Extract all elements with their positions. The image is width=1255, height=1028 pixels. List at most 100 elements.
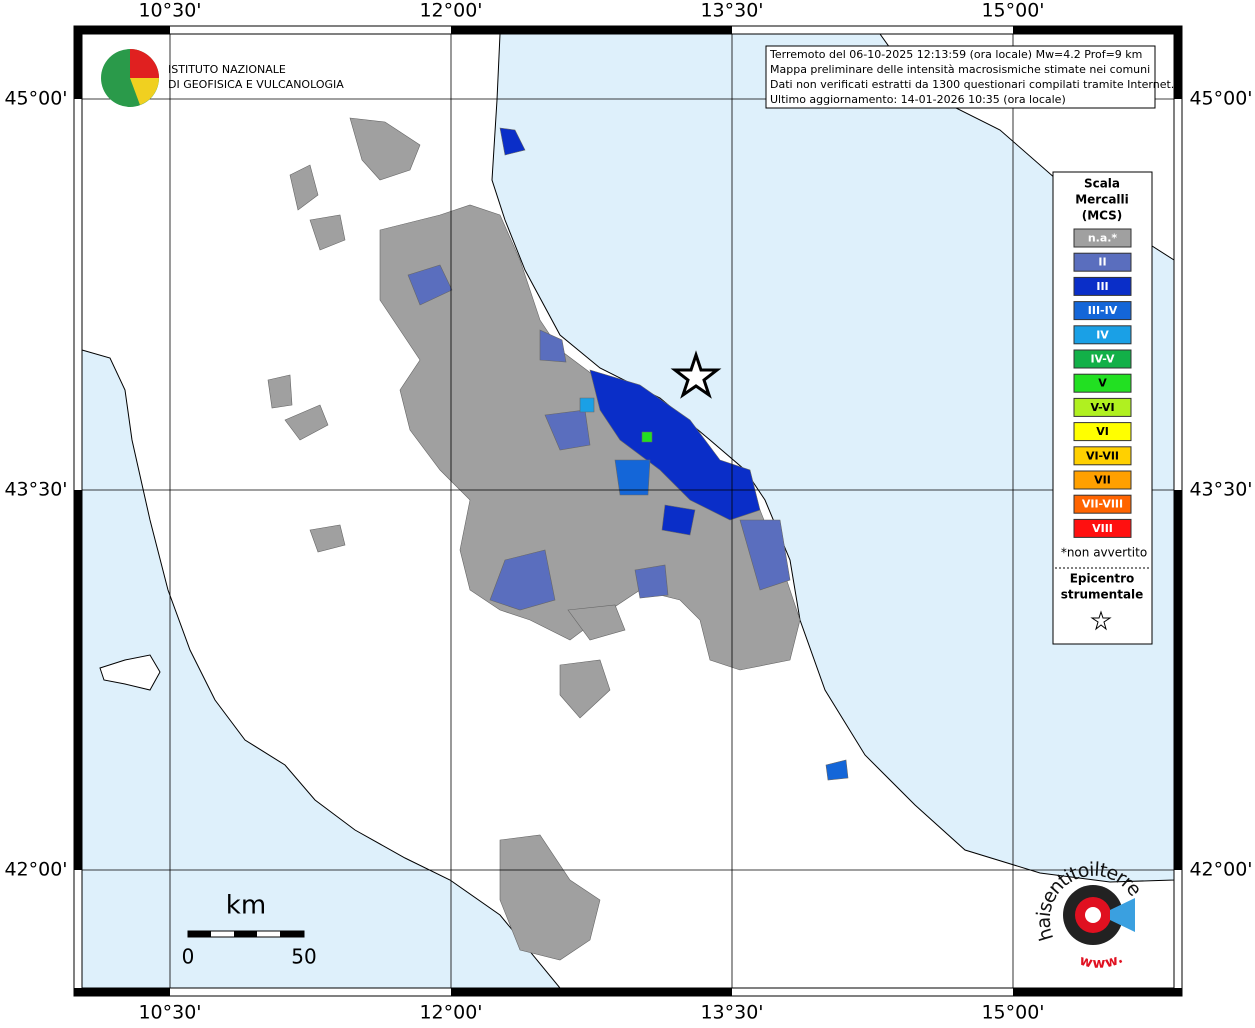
municipality	[499, 127, 526, 156]
legend-swatch	[1073, 446, 1132, 466]
frame-segment	[74, 490, 82, 870]
frame-segment	[74, 988, 170, 996]
legend-label: VII	[1094, 474, 1111, 487]
legend-label: IV-V	[1090, 353, 1115, 366]
frame-segment	[1174, 490, 1182, 870]
coordinate-labels: 10°30' 10°30' 12°00' 12°00' 13°30' 13°30' 15°0…	[4, 0, 1252, 1024]
scale-bar: km 0 50	[182, 891, 317, 969]
municipality	[267, 374, 293, 409]
lat-label: 43°30'	[4, 479, 67, 501]
legend-swatch	[1073, 494, 1132, 514]
municipality	[589, 369, 761, 521]
frame-segment	[451, 988, 732, 996]
legend-label: VI-VII	[1086, 449, 1119, 462]
frame-segment	[74, 26, 170, 34]
scale-segment	[280, 931, 304, 937]
municipality	[489, 549, 556, 611]
map-frame	[73, 25, 1183, 997]
info-line: Mappa preliminare delle intensità macros…	[770, 63, 1150, 76]
scale-segment	[188, 931, 211, 937]
lat-label: 42°00'	[1189, 859, 1252, 881]
legend-label: V-VI	[1090, 401, 1114, 414]
elba-island	[99, 654, 161, 691]
legend-title: (MCS)	[1082, 209, 1123, 223]
logo-globe	[130, 78, 159, 105]
legend-swatch	[1073, 325, 1132, 345]
municipality	[825, 759, 849, 781]
map-area	[81, 33, 1175, 989]
legend-note: *non avvertito	[1061, 546, 1147, 560]
info-line: Dati non verificati estratti da 1300 que…	[770, 78, 1174, 91]
legend: ScalaMercalli(MCS)n.a.*IIIIIIII-IVIVIV-V…	[1052, 171, 1153, 645]
municipality	[309, 214, 346, 251]
frame-segment	[1013, 26, 1182, 34]
legend-label: II	[1098, 256, 1106, 269]
municipality	[567, 604, 626, 641]
legend-swatch	[1073, 373, 1132, 393]
lon-label: 12°00'	[419, 0, 482, 22]
scale-label: 0	[182, 945, 195, 969]
tyrrhenian-sea	[81, 349, 562, 989]
legend-label: n.a.*	[1088, 232, 1118, 245]
municipality	[289, 164, 319, 211]
legend-label: VI	[1096, 425, 1109, 438]
municipality	[661, 504, 696, 536]
legend-label: IV	[1096, 328, 1109, 341]
scale-segment	[234, 931, 257, 937]
legend-frame	[1052, 171, 1153, 645]
legend-swatch	[1073, 301, 1132, 321]
frame-segment	[451, 26, 732, 34]
epicenter-star	[670, 350, 722, 399]
municipality	[284, 404, 329, 441]
legend-label: VIII	[1092, 522, 1113, 535]
logo-text: ISTITUTO NAZIONALE	[168, 63, 286, 76]
legend-title: Mercalli	[1075, 193, 1129, 207]
lon-label: 15°00'	[981, 0, 1044, 22]
watermark-icon	[1110, 898, 1135, 932]
lon-label: 12°00'	[419, 1002, 482, 1024]
lat-label: 45°00'	[4, 88, 67, 110]
info-line: Terremoto del 06-10-2025 12:13:59 (ora l…	[769, 48, 1142, 61]
legend-label: VII-VIII	[1082, 498, 1123, 511]
legend-swatch	[1073, 422, 1132, 442]
info-line: Ultimo aggiornamento: 14-01-2026 10:35 (…	[770, 93, 1066, 106]
municipality	[634, 564, 669, 599]
scale-label: 50	[291, 945, 316, 969]
legend-swatch	[1073, 470, 1132, 490]
legend-swatch	[1073, 276, 1132, 296]
lat-label: 43°30'	[1189, 479, 1252, 501]
logo-text: DI GEOFISICA E VULCANOLOGIA	[168, 78, 344, 91]
lat-label: 42°00'	[4, 859, 67, 881]
legend-swatch	[1073, 397, 1132, 417]
legend-label: V	[1098, 377, 1107, 390]
watermark-prefix: www.	[1078, 951, 1126, 972]
watermark-text: www.	[1078, 951, 1126, 972]
info-box: Terremoto del 06-10-2025 12:13:59 (ora l…	[765, 45, 1174, 109]
municipality	[309, 524, 346, 553]
legend-label: III	[1096, 280, 1108, 293]
lon-label: 10°30'	[138, 0, 201, 22]
info-box-frame	[765, 45, 1156, 109]
legend-swatch	[1073, 518, 1132, 538]
legend-epicenter: Epicentro	[1070, 572, 1135, 586]
ingv-logo: ISTITUTO NAZIONALE DI GEOFISICA E VULCAN…	[101, 49, 344, 107]
scale-unit: km	[226, 891, 266, 921]
logo-globe	[130, 49, 159, 78]
municipality	[349, 117, 421, 181]
municipality	[499, 834, 601, 961]
legend-title: Scala	[1084, 177, 1120, 191]
municipality	[641, 431, 653, 443]
municipalities	[267, 117, 849, 961]
legend-swatch	[1073, 228, 1132, 248]
municipality	[739, 519, 791, 591]
frame-segment	[74, 26, 82, 99]
legend-label: III-IV	[1088, 304, 1118, 317]
legend-swatch	[1073, 252, 1132, 272]
municipality	[579, 397, 595, 413]
legend-swatch	[1073, 349, 1132, 369]
lat-label: 45°00'	[1189, 88, 1252, 110]
lon-label: 13°30'	[700, 0, 763, 22]
legend-epicenter: strumentale	[1061, 588, 1144, 602]
municipality	[559, 659, 611, 719]
